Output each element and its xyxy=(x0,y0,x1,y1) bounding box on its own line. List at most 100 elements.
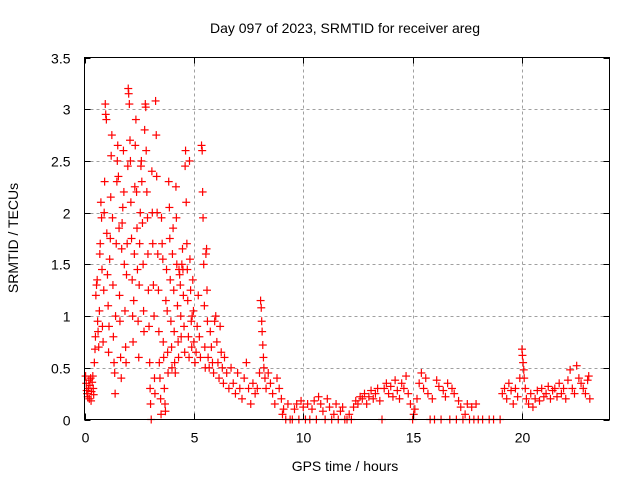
data-point xyxy=(125,100,134,109)
data-point xyxy=(362,399,371,408)
data-point xyxy=(86,374,95,383)
data-points xyxy=(81,84,594,424)
data-point xyxy=(258,341,267,350)
data-point xyxy=(456,403,465,412)
data-point xyxy=(113,156,122,165)
data-point xyxy=(100,208,109,217)
data-point xyxy=(168,363,176,372)
data-point xyxy=(188,275,197,284)
data-point xyxy=(175,270,184,279)
data-point xyxy=(203,317,212,326)
data-point xyxy=(110,358,119,367)
data-point xyxy=(144,286,153,295)
data-point xyxy=(110,368,119,377)
data-point xyxy=(183,296,192,305)
data-point xyxy=(180,348,189,357)
data-point xyxy=(167,343,176,352)
data-point xyxy=(174,337,183,346)
data-point xyxy=(130,250,139,259)
data-point xyxy=(244,384,253,393)
data-point xyxy=(177,332,186,341)
data-point xyxy=(421,374,430,383)
data-point xyxy=(91,332,100,341)
data-point xyxy=(583,376,592,385)
data-point xyxy=(283,399,292,408)
data-point xyxy=(160,384,169,393)
data-point xyxy=(559,384,568,393)
data-point xyxy=(211,312,220,321)
data-point xyxy=(448,384,456,393)
data-point xyxy=(238,394,246,403)
data-point xyxy=(316,399,325,408)
data-point xyxy=(133,224,141,233)
data-point xyxy=(104,301,113,310)
data-point xyxy=(502,394,511,403)
axis-ticks xyxy=(84,57,610,421)
data-point xyxy=(159,337,168,346)
y-tick-label: 0 xyxy=(63,413,71,429)
data-point xyxy=(85,394,94,403)
data-point xyxy=(257,317,266,326)
y-tick-label: 3.5 xyxy=(51,51,71,67)
data-point xyxy=(220,353,229,362)
x-tick-labels: 0 5 10 15 20 xyxy=(82,430,531,446)
data-point xyxy=(116,353,125,362)
data-point xyxy=(88,378,97,387)
data-point xyxy=(519,358,528,367)
data-point xyxy=(120,306,129,315)
data-point xyxy=(519,365,528,374)
data-point xyxy=(570,389,579,398)
data-point xyxy=(157,410,166,419)
data-point xyxy=(434,382,443,391)
data-point xyxy=(140,125,149,134)
data-point xyxy=(101,100,110,109)
data-point xyxy=(463,399,472,408)
data-point xyxy=(152,131,161,140)
data-point xyxy=(259,363,268,372)
data-point xyxy=(133,265,142,274)
data-point xyxy=(404,389,413,398)
data-point xyxy=(122,270,131,279)
y-tick-label: 3 xyxy=(63,102,71,118)
data-point xyxy=(152,172,161,181)
data-point xyxy=(518,351,527,360)
data-point xyxy=(154,286,163,295)
data-point xyxy=(112,239,121,248)
data-point xyxy=(183,265,192,274)
data-point xyxy=(371,389,380,398)
data-point xyxy=(91,291,100,300)
data-point xyxy=(550,384,559,393)
data-point xyxy=(308,405,316,414)
data-point xyxy=(417,368,426,377)
data-point xyxy=(325,403,334,412)
data-point xyxy=(349,403,358,412)
data-point xyxy=(500,384,509,393)
data-point xyxy=(143,213,152,222)
data-point xyxy=(104,348,113,357)
data-point xyxy=(117,244,126,253)
data-point xyxy=(132,187,141,196)
data-point xyxy=(94,343,103,352)
data-point xyxy=(142,146,151,155)
data-point xyxy=(103,270,112,279)
data-point xyxy=(528,403,537,412)
data-point xyxy=(165,234,174,243)
data-point xyxy=(399,384,408,393)
data-point xyxy=(155,358,164,367)
data-point xyxy=(118,218,127,227)
data-point xyxy=(200,301,209,310)
data-point xyxy=(279,405,288,414)
data-point xyxy=(353,399,362,408)
data-point xyxy=(423,389,432,398)
data-point xyxy=(233,368,242,377)
data-point xyxy=(166,317,175,326)
data-point xyxy=(338,403,347,412)
data-point xyxy=(163,306,172,315)
data-point xyxy=(336,407,345,416)
data-point xyxy=(115,317,124,326)
data-point xyxy=(568,384,577,393)
data-point xyxy=(262,384,271,393)
data-point xyxy=(178,244,187,253)
data-point xyxy=(397,379,406,388)
data-point xyxy=(185,255,194,264)
